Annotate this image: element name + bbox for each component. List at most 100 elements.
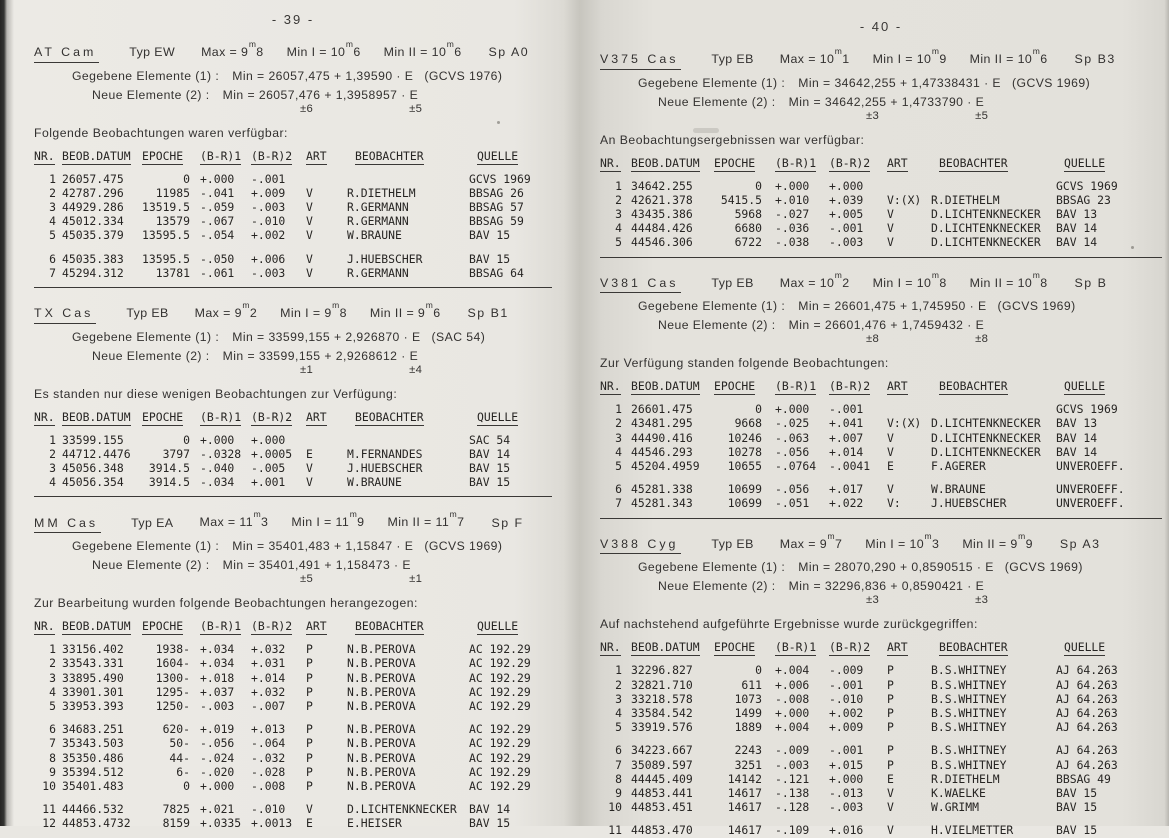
table-cell: AC 192.29 <box>469 750 531 765</box>
table-cell: 45056.354 <box>62 475 124 490</box>
column-header-label: NR. <box>34 619 55 636</box>
column-header-label: BEOBACHTER <box>939 379 1008 396</box>
table-cell: 1 <box>615 663 622 678</box>
table-cell: 1604- <box>155 656 190 671</box>
table-row: 1 26601.475 0 +.000 -.001 GCVS 1969 <box>600 402 1162 416</box>
table-cell: 13595.5 <box>142 228 191 243</box>
error-value-period: ±1 <box>409 573 423 586</box>
table-cell: 32821.710 <box>631 677 693 692</box>
column-header: (B-R)2 <box>829 640 875 657</box>
table-cell: 42787.296 <box>62 185 124 200</box>
table-cell: BAV 15 <box>1056 823 1098 838</box>
table-row: 2 43481.295 9668 -.025 +.041 V:(X) D.LICHTENKN… <box>600 416 1162 430</box>
new-elements-line: Neue Elemente (2) : Min = 32296,836 + 0,8… <box>600 579 1162 594</box>
column-header-label: (B-R)2 <box>251 619 293 636</box>
star-name: V388 Cyg <box>600 537 682 555</box>
table-cell: 10699 <box>727 496 762 511</box>
table-cell: V <box>887 235 894 250</box>
table-cell: P <box>887 720 894 735</box>
table-row: 5 33919.576 1889 +.004 +.009 P B.S.WHITNEY AJ 6… <box>600 720 1162 734</box>
table-cell: -.008 <box>251 778 286 793</box>
given-elements-line: Gegebene Elemente (1) : Min = 35401,483 +… <box>34 539 552 554</box>
table-cell: 1300- <box>155 670 190 685</box>
table-cell: 10655 <box>727 459 762 474</box>
table-cell: -.003 <box>200 698 235 713</box>
table-cell: P <box>306 656 313 671</box>
column-header-label: ART <box>887 640 908 657</box>
observations-intro-text: Zur Verfügung standen folgende Beobachtu… <box>600 356 889 371</box>
error-value-period: ±4 <box>409 363 423 376</box>
table-cell: SAC 54 <box>469 432 511 447</box>
table-cell: -.051 <box>775 496 810 511</box>
table-cell: E <box>887 771 894 786</box>
table-cell: V <box>887 785 894 800</box>
table-cell: 1938- <box>155 642 190 657</box>
table-cell: -.056 <box>200 736 235 751</box>
column-header: ART <box>303 619 341 636</box>
table-cell <box>931 179 1047 193</box>
table-cell: -.001 <box>829 402 864 417</box>
table-cell: +.000 <box>200 778 235 793</box>
observations-table: NR. BEOB.DATUM EPOCHE (B-R)1 (B-R)2 ART BEOBAC… <box>600 379 1162 519</box>
table-cell: V <box>306 802 313 817</box>
table-cell: R.DIETHELM <box>931 771 1000 786</box>
section-at-cam: AT Cam Typ EW Max = 9m8 Min I = 10m6 Min II … <box>34 39 552 289</box>
table-cell: -.003 <box>775 757 810 772</box>
table-cell: +.000 <box>829 771 864 786</box>
table-cell: 10278 <box>727 444 762 459</box>
magnitude-superscript-m: m <box>931 269 940 280</box>
new-elements-line: Neue Elemente (2) : Min = 26057,476 + 1,3… <box>34 88 552 103</box>
table-cell: 26601.475 <box>631 402 693 417</box>
table-cell: 33599.155 <box>62 432 124 447</box>
table-row: 12 44853.4732 8159 +.0335 +.0013 E E.HEISER BAV… <box>34 816 552 830</box>
table-cell: 33218.578 <box>631 691 693 706</box>
table-cell: GCVS 1969 <box>1056 402 1118 417</box>
table-cell: -.056 <box>775 482 810 497</box>
column-header: BEOBACHTER <box>347 149 463 165</box>
column-header: (B-R)1 <box>775 379 820 396</box>
table-cell: +.000 <box>251 432 286 447</box>
column-header: (B-R)2 <box>251 149 297 165</box>
table-cell: 3914.5 <box>148 475 190 490</box>
table-cell: P <box>306 778 313 793</box>
table-cell: 4 <box>615 444 622 459</box>
table-cell: AC 192.29 <box>469 642 531 657</box>
variable-type-label: Typ EB <box>711 536 754 551</box>
table-cell: V <box>306 251 313 266</box>
table-cell: -.020 <box>200 764 235 779</box>
table-row: 8 44445.409 14142 -.121 +.000 E R.DIETHELM BBSA… <box>600 772 1162 786</box>
table-cell: 42621.378 <box>631 192 693 207</box>
given-elements-source: (GCVS 1969) <box>997 299 1076 314</box>
magnitude-value: Min I = 10m8 <box>872 269 947 290</box>
table-row: 6 34683.251 620- +.019 +.013 P N.B.PEROVA AC 19… <box>34 722 552 736</box>
table-cell: 3797 <box>162 446 190 461</box>
table-cell: -.003 <box>251 200 286 215</box>
star-name: AT Cam <box>34 45 100 63</box>
table-cell: V <box>306 461 313 476</box>
table-cell: P <box>306 722 313 737</box>
table-row: 1 32296.827 0 +.004 -.009 P B.S.WHITNEY AJ 64.2… <box>600 663 1162 677</box>
table-cell: -.005 <box>251 461 286 476</box>
magnitude-value: Min II = 10m6 <box>969 46 1048 67</box>
magnitude-value: Min I = 10m9 <box>872 46 947 67</box>
table-cell: 1295- <box>155 684 190 699</box>
new-elements-formula: Min = 32296,836 + 0,8590421 · E <box>788 579 985 594</box>
magnitude-superscript-m: m <box>1018 530 1026 541</box>
table-cell <box>347 433 463 447</box>
table-cell: +.039 <box>829 192 864 207</box>
table-cell: +.034 <box>200 656 235 671</box>
table-cell: 45035.379 <box>62 228 124 243</box>
table-cell: +.0005 <box>251 446 293 461</box>
table-cell: +.021 <box>200 802 235 817</box>
table-cell: 8159 <box>162 816 190 831</box>
table-cell: -.059 <box>200 200 235 215</box>
table-cell: V <box>887 482 894 497</box>
error-value-period: ±8 <box>975 333 989 346</box>
table-row: 4 45056.354 3914.5 -.034 +.001 V W.BRAUNE BAV 1… <box>34 475 552 489</box>
table-row: 9 35394.512 6- -.020 -.028 P N.B.PEROVA AC 192.… <box>34 765 552 779</box>
magnitude-value: Max = 9m2 <box>194 300 258 321</box>
table-cell: 9668 <box>734 416 762 431</box>
table-cell: 5 <box>615 459 622 474</box>
column-header-label: BEOBACHTER <box>939 640 1008 657</box>
column-header: BEOB.DATUM <box>631 156 705 172</box>
